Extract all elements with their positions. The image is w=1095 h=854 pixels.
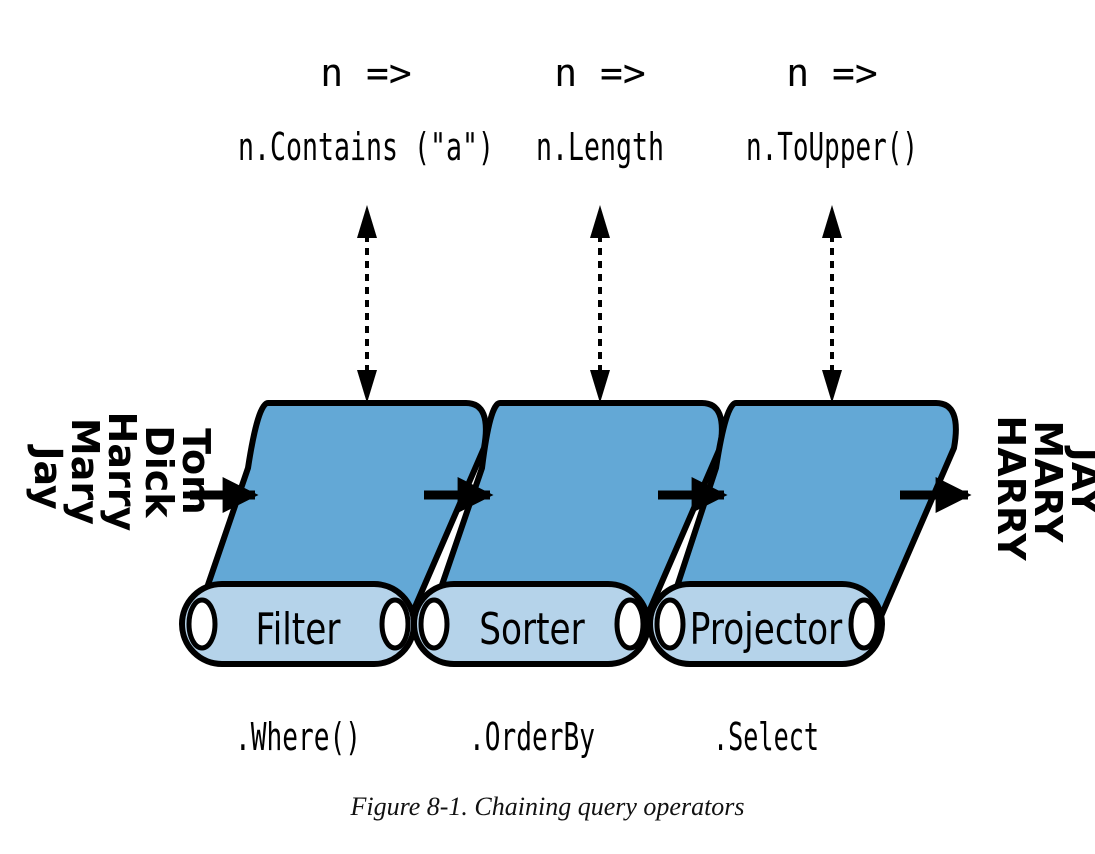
stage-label: Filter [256, 604, 342, 655]
input-item: Tom [174, 428, 218, 515]
output-item: JAY [1063, 445, 1095, 516]
arrowhead-up-icon [357, 205, 377, 238]
input-sequence: Tom Dick Harry Mary Jay [26, 412, 218, 545]
operator-select: .Select [713, 715, 819, 759]
roller-end-right [848, 597, 880, 651]
roller-end-left [418, 597, 450, 651]
roller-end-right [614, 597, 646, 651]
roller-end-right [379, 597, 411, 651]
stage-label: Projector [690, 604, 843, 655]
lambda-param: n => [554, 51, 646, 95]
input-item: Mary [63, 418, 107, 525]
stage-projector: Projector [647, 400, 972, 667]
output-item: MARY [1026, 420, 1070, 542]
lambda-param: n => [320, 51, 412, 95]
arrowhead-up-icon [822, 205, 842, 238]
input-item: Harry [100, 412, 144, 532]
output-item: HARRY [989, 415, 1033, 561]
lambda-body: n.Contains ("a") [238, 125, 494, 169]
operator-where: .Where() [235, 715, 361, 759]
lambda-body: n.ToUpper() [746, 125, 918, 169]
stage-label: Sorter [479, 604, 585, 655]
roller-end-left [654, 597, 686, 651]
input-item: Jay [26, 443, 70, 510]
figure-caption: Figure 8-1. Chaining query operators [350, 792, 745, 821]
operator-names: .Where() .OrderBy .Select [235, 715, 819, 759]
lambda-links [357, 205, 842, 403]
arrowhead-up-icon [590, 205, 610, 238]
lambda-expressions: n => n.Contains ("a") n => n.Length n =>… [238, 51, 918, 169]
roller-tube [647, 581, 885, 667]
roller-end-left [186, 597, 218, 651]
lambda-param: n => [786, 51, 878, 95]
output-sequence: JAY MARY HARRY [989, 415, 1095, 561]
arrowhead-down-icon [822, 370, 842, 403]
stage-sorter: Sorter [411, 400, 725, 667]
operator-orderby: .OrderBy [469, 715, 595, 759]
svg-text:JAY MARY HARRY: JAY MARY HARRY [989, 415, 1095, 561]
arrowhead-down-icon [590, 370, 610, 403]
lambda-body: n.Length [536, 125, 664, 169]
svg-text:Tom Dick Harry: Tom Dick Harry Mary Jay [26, 412, 218, 545]
arrowhead-down-icon [357, 370, 377, 403]
input-item: Dick [137, 425, 181, 518]
